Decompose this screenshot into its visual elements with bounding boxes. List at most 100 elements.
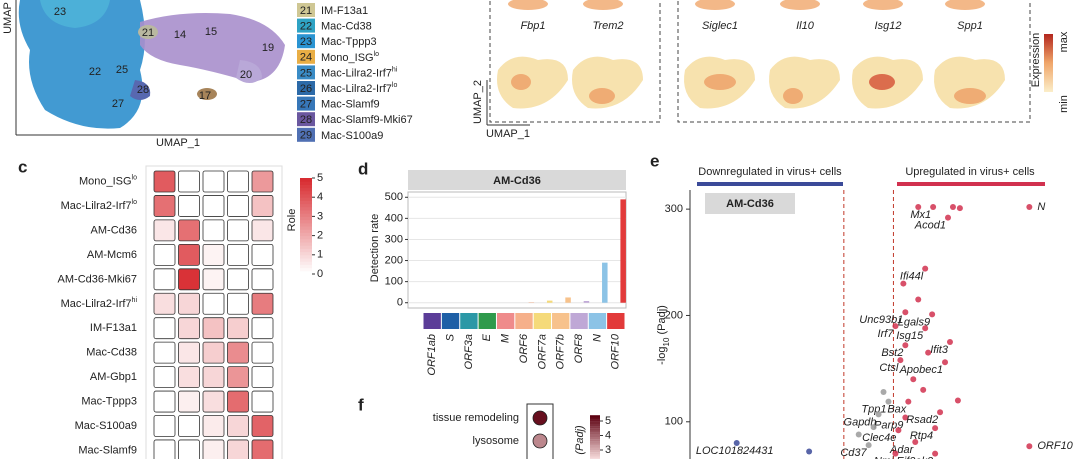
heatmap-cell (251, 195, 274, 217)
heatmap-cell (227, 195, 249, 217)
colorbar-title: Expression (1030, 33, 1042, 87)
chart-title: AM-Cd36 (493, 175, 541, 187)
heatmap-cell (178, 195, 200, 217)
feature-x-label: UMAP_1 (486, 128, 530, 140)
colorbar-step (300, 200, 312, 205)
legend-label: Mac-Cd38 (321, 21, 372, 33)
heatmap-cell (251, 439, 274, 459)
point (892, 323, 899, 330)
x-tick-label: M (500, 333, 512, 343)
heatmap-cell (227, 439, 249, 459)
heatmap-cell (202, 243, 225, 266)
right-header-bar (897, 182, 1045, 186)
legend-swatch (297, 81, 315, 95)
umap-blobs (18, 0, 285, 129)
point (870, 424, 877, 431)
x-tick-label: ORF3a (463, 334, 475, 369)
colorbar-step (300, 261, 312, 265)
colorbar-step (300, 242, 312, 246)
panel-label: d (358, 159, 368, 178)
point-label: Unc93b1 (859, 314, 903, 326)
colorbar-step (300, 203, 312, 208)
dot (532, 410, 548, 426)
gene-label: Isg12 (875, 20, 902, 32)
y-axis-label: Detection rate (369, 214, 381, 282)
colorbar-step (300, 213, 312, 217)
feature-frame (489, 0, 661, 123)
colorbar-step (590, 452, 600, 455)
y-tick-label: 300 (665, 203, 683, 215)
x-tick-label: N (591, 334, 603, 342)
point (920, 386, 927, 393)
category-swatch (552, 313, 570, 329)
colorbar-step (590, 450, 600, 453)
x-tick-label: ORF7b (555, 334, 567, 369)
heatmap-cell (153, 341, 176, 364)
cluster-label: 19 (262, 42, 274, 54)
colorbar-step (590, 419, 600, 422)
panel-label: c (18, 157, 27, 176)
panel-label: e (650, 151, 659, 170)
point-label: Nmi (874, 456, 894, 459)
heatmap-cell (178, 341, 200, 364)
point (880, 389, 887, 396)
row-label-part: AM-Mcm6 (87, 249, 137, 261)
colorbar-step (300, 238, 312, 243)
heatmap-cell (153, 243, 176, 266)
point (1026, 204, 1033, 211)
colorbar-step (590, 447, 600, 451)
row-label: AM-Cd36 (91, 224, 137, 236)
row-label-part: AM-Cd36-Mki67 (58, 273, 137, 285)
x-tick-label: ORF10 (610, 333, 622, 369)
heatmap-cell (178, 219, 200, 242)
y-tick-label: 100 (665, 416, 683, 428)
heatmap-cell (202, 195, 225, 217)
category-swatch (588, 313, 607, 329)
colorbar-step (300, 222, 312, 227)
category-swatch (570, 313, 588, 329)
point (895, 427, 902, 434)
left-header: Downregulated in virus+ cells (698, 166, 842, 178)
colorbar-tick-label: 4 (605, 429, 611, 441)
legend-number: 29 (300, 130, 312, 142)
colorbar-step (300, 251, 312, 256)
legend-swatch (297, 18, 315, 33)
row-label: AM-Cd36-Mki67 (58, 273, 137, 285)
cluster-label: 14 (174, 29, 186, 41)
colorbar-step (300, 194, 312, 198)
row-label-part: Mac-Lilra2-Irf7 (61, 200, 132, 212)
point (902, 414, 909, 421)
feature-map (583, 0, 623, 10)
legend-label-part: Mac-Tppp3 (321, 36, 377, 48)
feature-map (934, 56, 1005, 109)
heatmap-cell (251, 170, 274, 193)
feature-map (589, 88, 615, 104)
legend-label-part: lo (392, 82, 398, 89)
colorbar-step (300, 229, 312, 233)
row-label-part: Mac-Slamf9 (78, 444, 137, 456)
legend-swatch (297, 3, 315, 17)
x-tick-label: E (481, 333, 493, 341)
colorbar-step (590, 443, 600, 446)
heatmap-cell (178, 292, 200, 315)
colorbar-title: Role (286, 209, 298, 232)
cluster-label: 17 (199, 90, 211, 102)
left-header-bar (697, 182, 843, 186)
y-axis-label: -log10 (Padj) (656, 305, 671, 365)
colorbar-step (300, 254, 312, 259)
dot (532, 433, 548, 449)
colorbar-tick-label: 0 (317, 268, 323, 280)
row-label: Mac-Lilra2-Irf7lo (61, 199, 137, 212)
strip (408, 170, 626, 190)
heatmap-cell (202, 366, 225, 389)
legend-label-part: Mac-Lilra2-Irf7 (321, 67, 392, 79)
plot-frame (407, 191, 627, 309)
heatmap-frame (145, 165, 283, 459)
cluster-label: 27 (112, 98, 124, 110)
point (733, 440, 740, 447)
gene-label: Spp1 (957, 20, 983, 32)
row-label-part: IM-F13a1 (90, 322, 137, 334)
heatmap-cell (251, 390, 274, 413)
colorbar-step (590, 421, 600, 425)
point-label: Parp9 (874, 419, 903, 431)
